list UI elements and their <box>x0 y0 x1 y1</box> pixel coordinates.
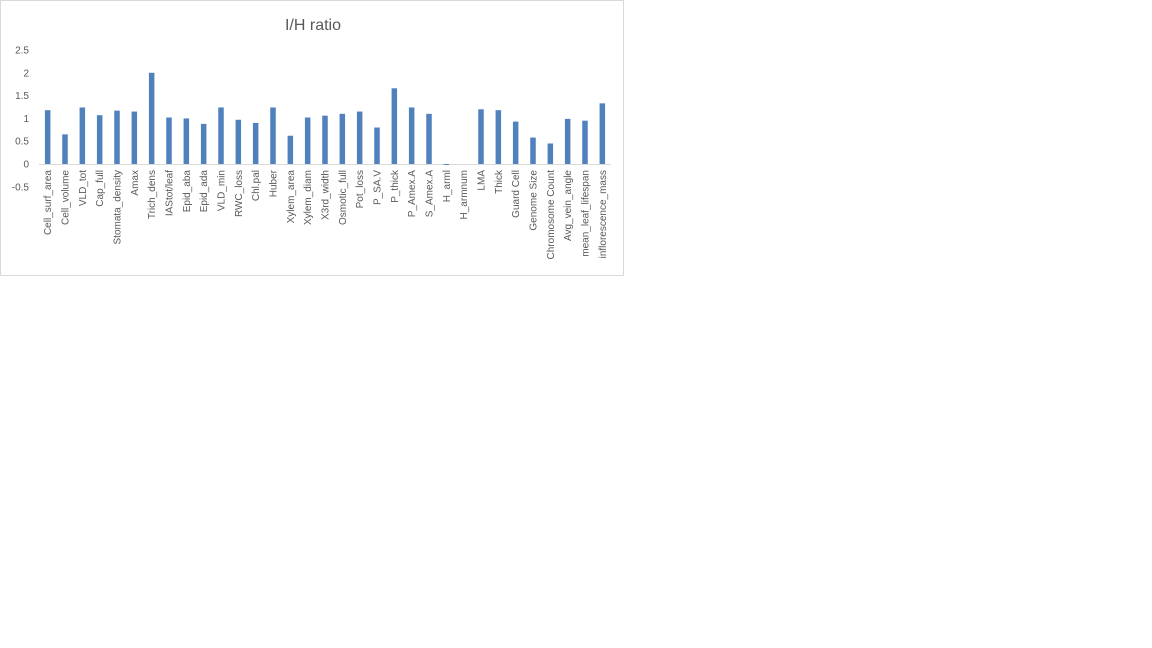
x-tick-label: mean_leaf_lifespan <box>581 170 592 257</box>
x-tick-label: RWC_loss <box>234 170 245 217</box>
bar <box>183 118 190 164</box>
bar <box>443 164 450 165</box>
x-tick-label: Huber <box>269 169 280 197</box>
x-tick-label: Genome Size <box>529 170 540 231</box>
y-tick-label: 0 <box>23 160 29 171</box>
bar <box>235 119 242 164</box>
bar <box>512 121 519 164</box>
x-tick-label: Osmotic_full <box>338 170 349 225</box>
x-tick-label: Epid_ada <box>199 170 210 213</box>
x-tick-label: Guard Cell <box>511 170 522 218</box>
x-tick-label: S_Amex.A <box>425 170 436 218</box>
x-tick-label: Chromosome Count <box>546 170 557 260</box>
chart-title: I/H ratio <box>285 17 341 34</box>
bar <box>547 143 554 164</box>
bar <box>131 111 138 164</box>
bar <box>252 122 259 164</box>
y-tick-label: 2 <box>23 68 29 79</box>
bar <box>270 107 276 164</box>
x-tick-label: Trich_dens <box>147 170 158 219</box>
y-tick-label: 1 <box>23 114 29 125</box>
bar <box>564 118 571 164</box>
bar <box>62 134 68 164</box>
x-tick-label: Cell_surf_area <box>43 170 54 235</box>
bar <box>166 117 172 164</box>
bar-series <box>44 72 606 165</box>
bar <box>200 123 207 164</box>
y-tick-label: 2.5 <box>15 46 29 57</box>
bar <box>582 120 588 164</box>
x-tick-label: Amax <box>130 170 141 196</box>
y-tick-label: 1.5 <box>15 91 29 102</box>
x-tick-label: Cell_volume <box>61 170 72 225</box>
bar <box>44 110 51 164</box>
x-tick-label: Cap_full <box>95 170 106 207</box>
x-tick-label: LMA <box>477 170 488 191</box>
bar <box>304 117 311 164</box>
bar <box>218 107 224 164</box>
x-tick-label: Chl.pal <box>251 170 262 201</box>
x-tick-label: VLD_min <box>217 170 228 211</box>
bar <box>79 107 86 164</box>
x-tick-label: Pot_loss <box>355 170 366 208</box>
bar <box>339 113 346 164</box>
bar <box>495 110 502 164</box>
bar-chart: I/H ratio -0.5 0 0.5 1 1.5 2 2.5 Cell_surf_are… <box>12 17 611 259</box>
x-tick-label: VLD_tot <box>78 170 89 206</box>
bar <box>322 115 328 164</box>
bar <box>374 127 380 164</box>
bar <box>599 103 606 164</box>
x-tick-label: Thick <box>494 169 505 194</box>
bar <box>356 111 363 164</box>
x-tick-label: IAStot/leaf <box>165 170 176 216</box>
x-tick-label: H_armnum <box>459 170 470 219</box>
chart-frame: I/H ratio -0.5 0 0.5 1 1.5 2 2.5 Cell_surf_are… <box>0 0 624 276</box>
bar <box>96 115 103 164</box>
bar <box>287 135 294 164</box>
y-tick-label: 0.5 <box>15 137 29 148</box>
x-tick-label: Epid_aba <box>182 170 193 213</box>
x-axis-labels: Cell_surf_area Cell_volume VLD_tot Cap_full… <box>43 169 609 259</box>
x-tick-label: Stomata_density <box>113 170 124 245</box>
bar <box>478 109 484 164</box>
x-tick-label: X3rd_width <box>321 170 332 220</box>
bar <box>114 110 120 164</box>
y-axis-ticks: -0.5 0 0.5 1 1.5 2 2.5 <box>12 46 30 194</box>
x-tick-label: Xylem_diam <box>303 170 314 225</box>
y-tick-label: -0.5 <box>12 182 30 193</box>
bar <box>391 88 398 164</box>
bar <box>530 137 536 164</box>
x-tick-label: inflorescence_mass <box>598 170 609 258</box>
bar <box>148 72 155 164</box>
x-tick-label: P_thick <box>390 169 401 203</box>
x-tick-label: H_arml <box>442 170 453 202</box>
x-tick-label: Avg_vein_angle <box>563 170 574 241</box>
x-tick-label: P_SA.V <box>373 170 384 205</box>
x-tick-label: P_Amex.A <box>407 170 418 218</box>
bar <box>426 113 432 164</box>
x-tick-label: Xylem_area <box>286 170 297 224</box>
bar <box>408 107 415 164</box>
